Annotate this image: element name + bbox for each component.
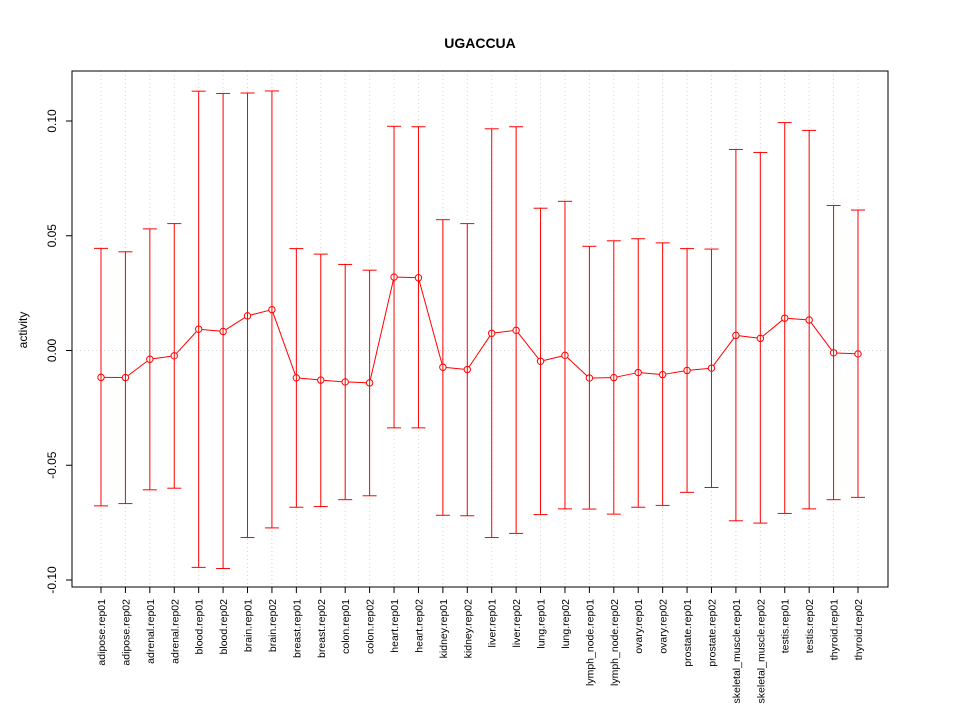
data-point bbox=[97, 373, 105, 382]
x-tick-label: brain.rep02 bbox=[267, 599, 279, 652]
y-axis-label: activity bbox=[16, 312, 30, 349]
x-tick-label: testis.rep02 bbox=[804, 599, 816, 653]
x-tick-label: heart.rep02 bbox=[413, 599, 425, 653]
series-line bbox=[104, 276, 855, 384]
x-tick-label: kidney.rep01 bbox=[438, 599, 450, 659]
x-tick-label: liver.rep02 bbox=[511, 599, 523, 648]
chart-title: UGACCUA bbox=[444, 35, 516, 51]
x-tick-label: skeletal_muscle.rep02 bbox=[755, 599, 767, 704]
data-point bbox=[634, 368, 642, 377]
x-tick-label: lung.rep02 bbox=[560, 599, 572, 649]
x-tick-label: blood.rep01 bbox=[194, 599, 206, 655]
data-points bbox=[97, 273, 862, 387]
data-point bbox=[439, 363, 447, 371]
y-tick-label: -0.05 bbox=[45, 451, 59, 479]
data-point bbox=[488, 329, 496, 337]
data-point bbox=[781, 314, 789, 322]
x-tick-label: heart.rep01 bbox=[389, 599, 401, 653]
data-point bbox=[317, 376, 325, 384]
data-point bbox=[463, 365, 471, 374]
data-point bbox=[292, 374, 301, 382]
x-tick-label: breast.rep01 bbox=[291, 599, 303, 658]
x-tick-label: brain.rep01 bbox=[243, 599, 255, 652]
data-point bbox=[756, 334, 765, 343]
x-tick-label: lung.rep01 bbox=[536, 599, 548, 649]
data-point bbox=[610, 373, 618, 382]
data-point bbox=[585, 374, 594, 382]
data-point bbox=[707, 364, 716, 372]
x-tick-label: thyroid.rep02 bbox=[853, 599, 865, 660]
data-point bbox=[268, 305, 276, 314]
data-point bbox=[805, 316, 813, 324]
data-point bbox=[536, 357, 545, 365]
y-tick-label: 0.00 bbox=[45, 338, 59, 362]
x-axis: adipose.rep01 adipose.rep02 adrenal.rep01 a… bbox=[96, 586, 865, 704]
y-tick-label: 0.05 bbox=[45, 224, 59, 248]
x-tick-label: adipose.rep01 bbox=[96, 599, 108, 666]
data-point bbox=[683, 366, 691, 375]
data-point bbox=[341, 378, 349, 386]
plot-frame bbox=[71, 70, 889, 588]
x-tick-label: colon.rep02 bbox=[365, 599, 377, 654]
x-tick-label: adrenal.rep01 bbox=[145, 599, 157, 664]
x-tick-label: prostate.rep01 bbox=[682, 599, 694, 667]
y-tick-label: 0.10 bbox=[45, 109, 59, 133]
data-point bbox=[219, 327, 227, 336]
data-point bbox=[170, 352, 178, 360]
data-point bbox=[732, 331, 740, 340]
x-tick-label: blood.rep02 bbox=[218, 599, 230, 655]
error-bars bbox=[94, 90, 865, 570]
data-point bbox=[829, 349, 838, 357]
data-point bbox=[390, 273, 398, 281]
grid bbox=[72, 71, 888, 587]
data-point bbox=[243, 312, 252, 320]
data-point bbox=[414, 274, 423, 282]
data-point bbox=[854, 350, 862, 358]
x-tick-label: ovary.rep01 bbox=[633, 599, 645, 654]
x-tick-label: adrenal.rep02 bbox=[169, 599, 181, 664]
data-point bbox=[146, 355, 154, 363]
x-tick-label: testis.rep01 bbox=[780, 599, 792, 653]
data-point bbox=[121, 373, 130, 382]
x-tick-label: thyroid.rep01 bbox=[829, 599, 841, 660]
x-tick-label: ovary.rep02 bbox=[658, 599, 670, 654]
x-tick-label: liver.rep01 bbox=[487, 599, 499, 648]
y-axis: -0.10 -0.05 0.00 0.05 0.10 bbox=[45, 109, 73, 594]
y-tick-label: -0.10 bbox=[45, 566, 59, 594]
x-tick-label: breast.rep02 bbox=[316, 599, 328, 658]
data-point bbox=[365, 379, 374, 387]
x-tick-label: colon.rep01 bbox=[340, 599, 352, 654]
x-tick-label: prostate.rep02 bbox=[706, 599, 718, 667]
data-point bbox=[512, 326, 520, 335]
x-tick-label: skeletal_muscle.rep01 bbox=[731, 599, 743, 704]
data-point bbox=[658, 370, 667, 379]
data-point bbox=[561, 351, 569, 360]
x-tick-label: adipose.rep02 bbox=[120, 599, 132, 666]
x-tick-label: kidney.rep02 bbox=[462, 599, 474, 659]
x-tick-label: lymph_node.rep01 bbox=[584, 599, 596, 686]
data-point bbox=[194, 325, 203, 333]
x-tick-label: lymph_node.rep02 bbox=[609, 599, 621, 686]
